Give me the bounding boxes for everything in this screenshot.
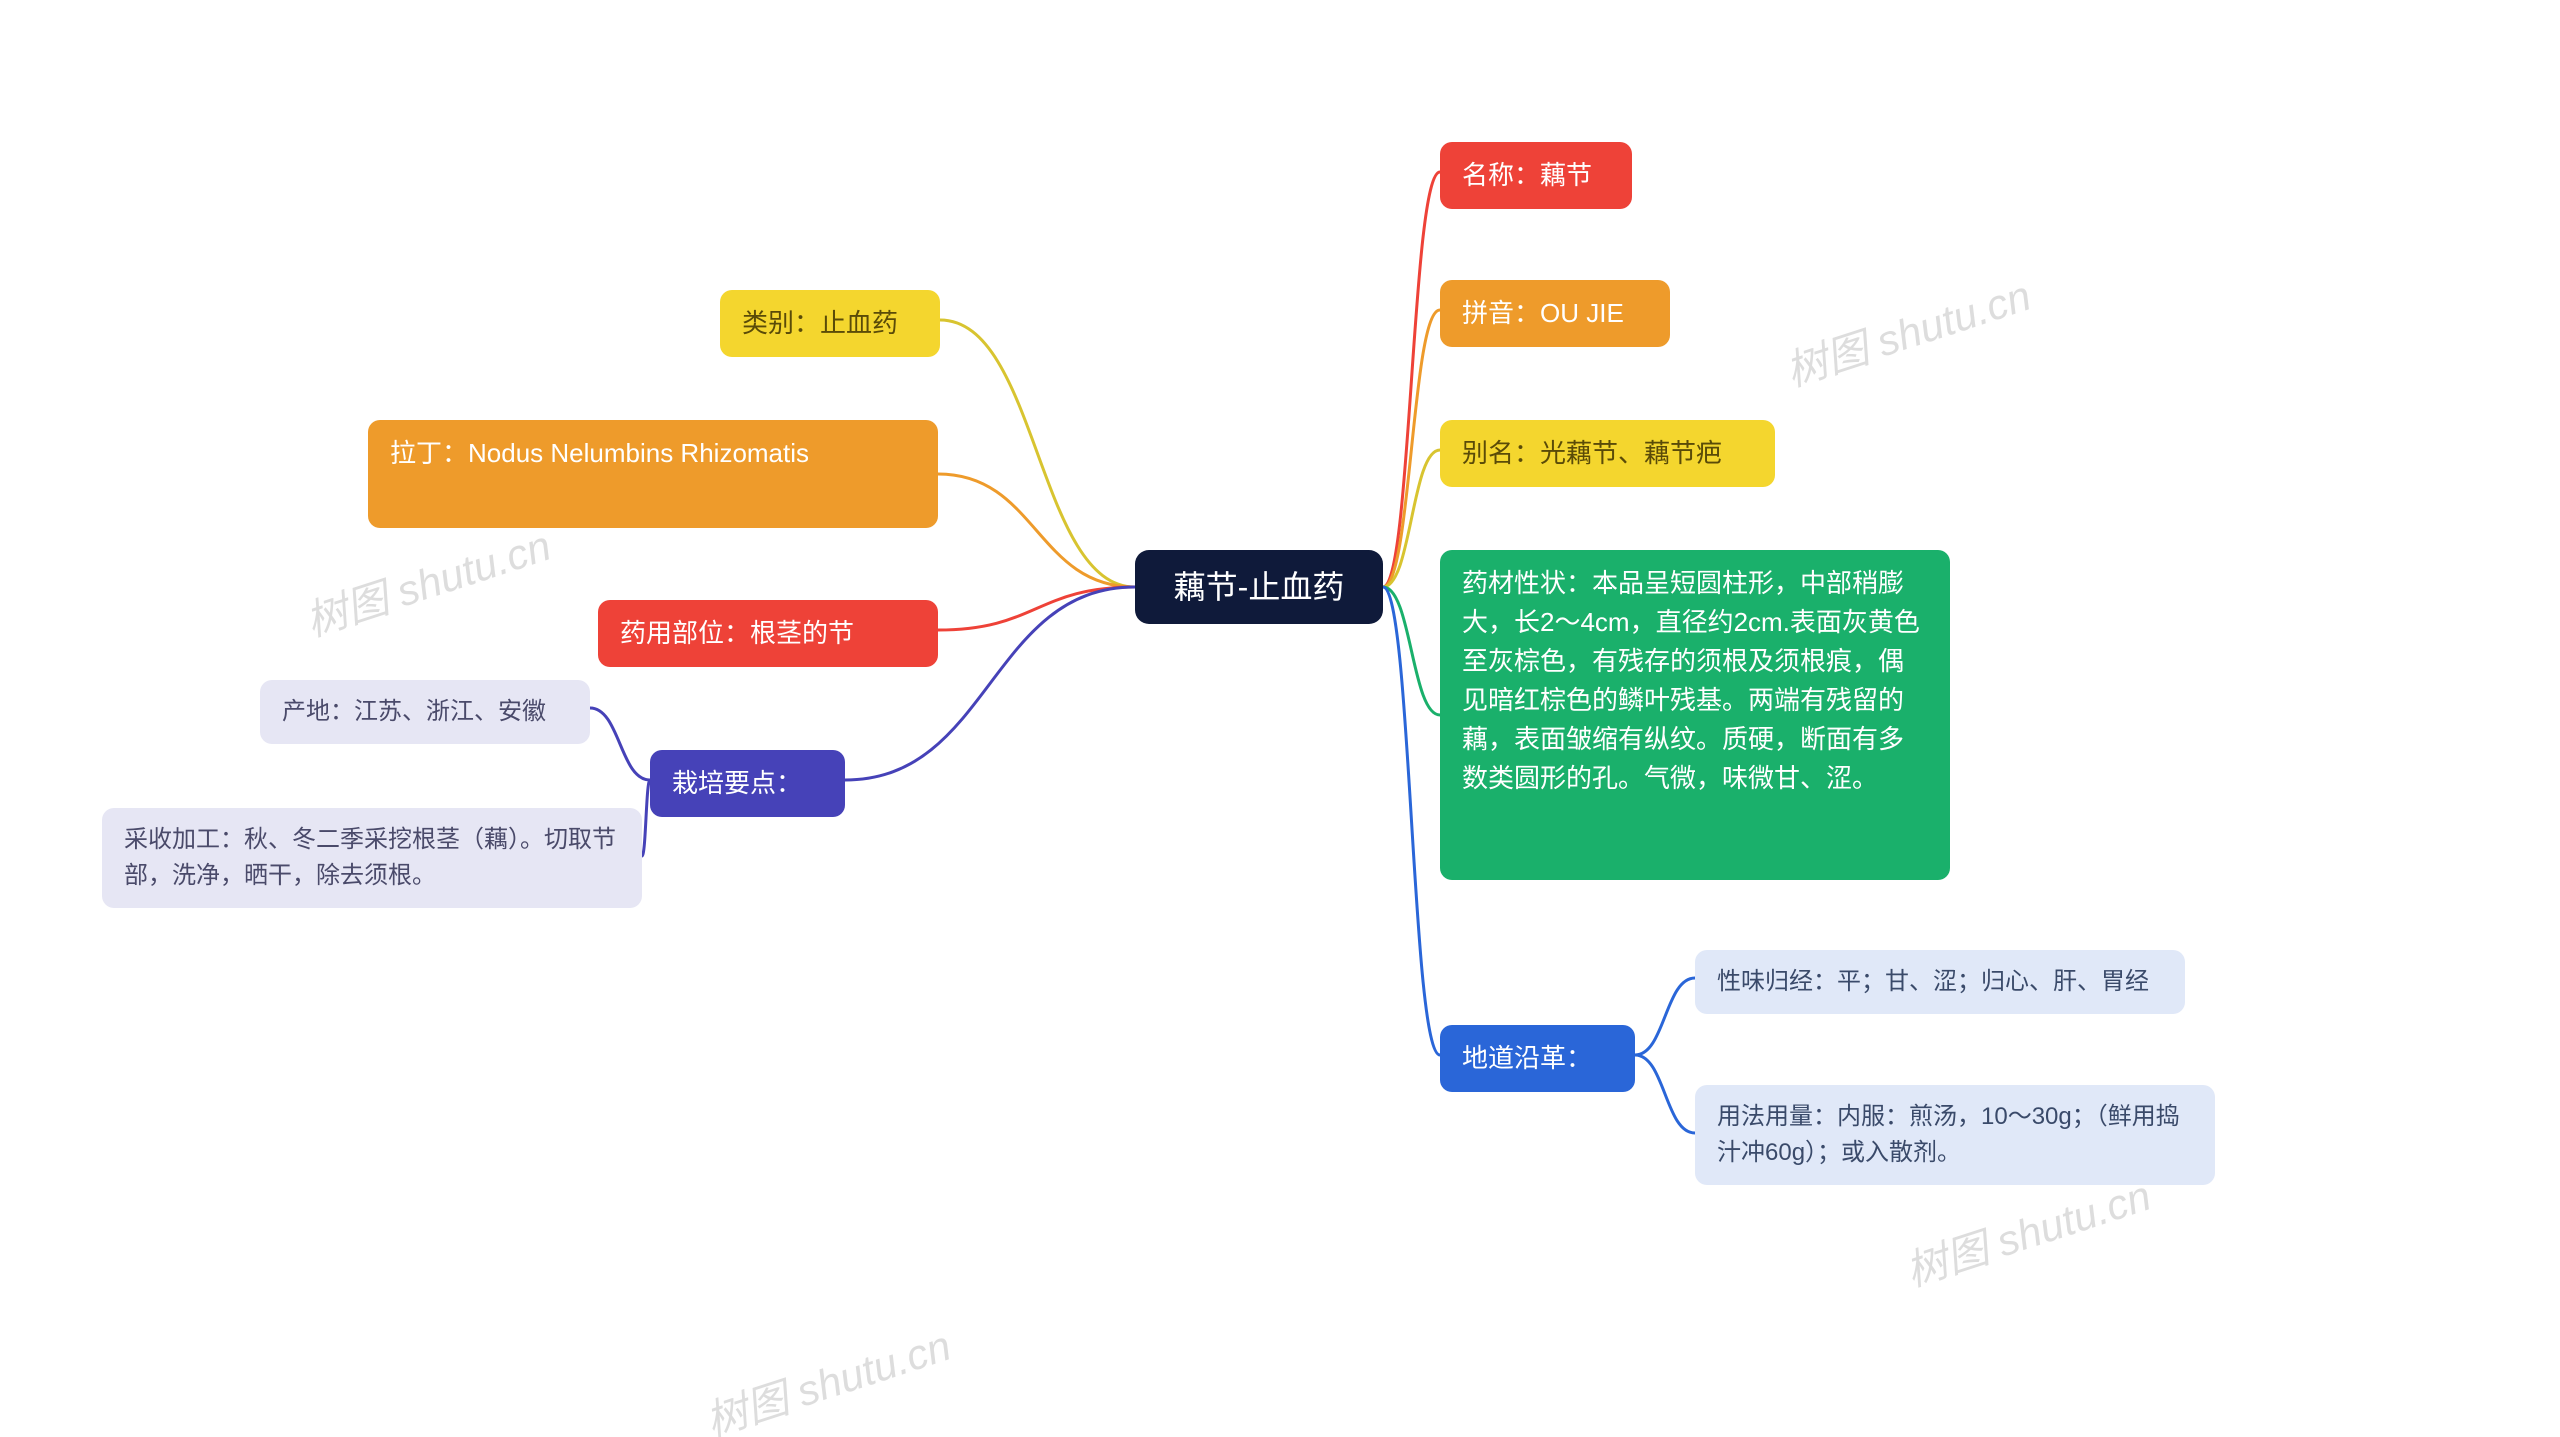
mindmap-node: 类别：止血药 (720, 290, 940, 357)
mindmap-node: 性味归经：平；甘、涩；归心、肝、胃经 (1695, 950, 2185, 1014)
mindmap-node: 药材性状：本品呈短圆柱形，中部稍膨大，长2～4cm，直径约2cm.表面灰黄色至灰… (1440, 550, 1950, 880)
mindmap-node: 药用部位：根茎的节 (598, 600, 938, 667)
watermark-text: 树图 shutu.cn (697, 1312, 958, 1437)
watermark-text: 树图 shutu.cn (1777, 262, 2038, 399)
mindmap-node: 用法用量：内服：煎汤，10～30g；（鲜用捣汁冲60g）；或入散剂。 (1695, 1085, 2215, 1185)
mindmap-node: 产地：江苏、浙江、安徽 (260, 680, 590, 744)
root-node: 藕节-止血药 (1135, 550, 1383, 624)
mindmap-node: 别名：光藕节、藕节疤 (1440, 420, 1775, 487)
mindmap-node: 栽培要点： (650, 750, 845, 817)
mindmap-node: 拼音：OU JIE (1440, 280, 1670, 347)
mindmap-node: 拉丁：Nodus Nelumbins Rhizomatis (368, 420, 938, 528)
mindmap-node: 地道沿革： (1440, 1025, 1635, 1092)
watermark-text: 树图 shutu.cn (297, 512, 558, 649)
mindmap-node: 名称：藕节 (1440, 142, 1632, 209)
mindmap-node: 采收加工：秋、冬二季采挖根茎（藕）。切取节部，洗净，晒干，除去须根。 (102, 808, 642, 908)
